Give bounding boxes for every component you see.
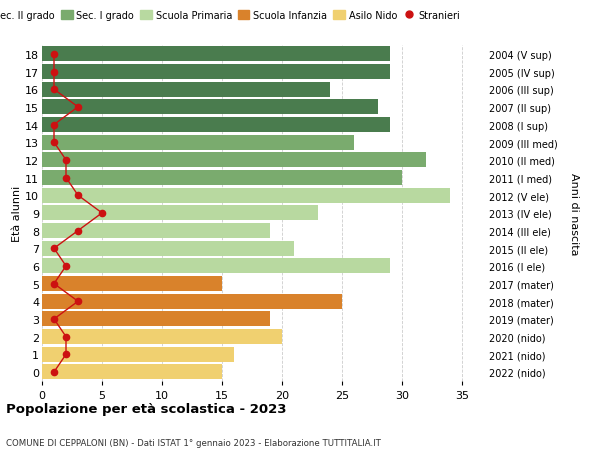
Bar [42,153,426,168]
Bar [42,364,222,380]
Bar [42,100,378,115]
Bar [42,241,294,256]
Text: Popolazione per età scolastica - 2023: Popolazione per età scolastica - 2023 [6,403,287,415]
Bar [42,47,390,62]
Y-axis label: Anni di nascita: Anni di nascita [569,172,578,255]
Bar [42,312,270,327]
Bar [42,65,390,80]
Bar [42,276,222,291]
Bar [42,330,282,344]
Bar [42,206,318,221]
Bar [42,224,270,239]
Bar [42,118,390,133]
Bar [42,171,402,185]
Bar [42,347,234,362]
Bar [42,83,330,97]
Bar [42,135,354,151]
Bar [42,188,450,203]
Text: COMUNE DI CEPPALONI (BN) - Dati ISTAT 1° gennaio 2023 - Elaborazione TUTTITALIA.: COMUNE DI CEPPALONI (BN) - Dati ISTAT 1°… [6,438,381,448]
Bar [42,294,342,309]
Bar [42,259,390,274]
Legend: Sec. II grado, Sec. I grado, Scuola Primaria, Scuola Infanzia, Asilo Nido, Stran: Sec. II grado, Sec. I grado, Scuola Prim… [0,7,464,25]
Y-axis label: Età alunni: Età alunni [13,185,22,241]
